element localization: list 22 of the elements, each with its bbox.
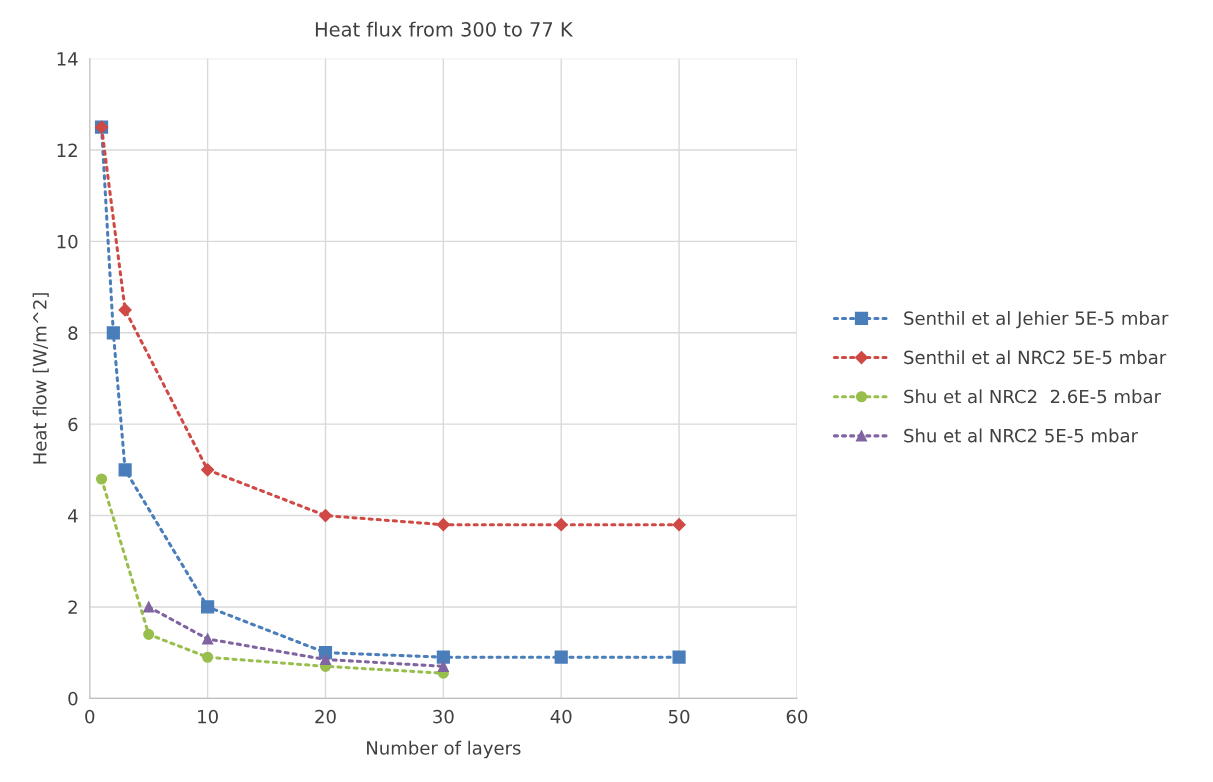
x-tick-label: 50 <box>668 709 690 724</box>
y-tick-label: 8 <box>68 326 78 340</box>
x-tick-label: 20 <box>315 709 336 724</box>
x-tick-label: 0 <box>85 709 95 724</box>
x-tick-label: 60 <box>786 709 808 724</box>
chart-title: Heat flux from 300 to 77 K <box>315 21 574 37</box>
y-tick-label: 10 <box>57 234 78 249</box>
legend-label: Shu et al NRC2 2.6E-5 mbar <box>904 389 1161 404</box>
y-axis-title: Heat flow [W/m^2] <box>32 293 49 464</box>
y-tick-label: 14 <box>57 52 78 66</box>
y-tick-label: 12 <box>57 143 77 157</box>
legend-label: Shu et al NRC2 5E-5 mbar <box>904 428 1139 443</box>
x-axis-title: Number of layers <box>367 740 521 759</box>
y-tick-label: 4 <box>68 509 78 523</box>
y-tick-label: 6 <box>68 417 78 432</box>
legend-label: Senthil et al NRC2 5E-5 mbar <box>904 350 1167 365</box>
y-tick-label: 0 <box>68 691 78 706</box>
y-tick-label: 2 <box>68 600 77 614</box>
x-tick-label: 10 <box>198 709 218 724</box>
x-tick-label: 40 <box>550 709 572 724</box>
x-tick-label: 30 <box>433 709 454 724</box>
legend-label: Senthil et al Jehier 5E-5 mbar <box>904 311 1169 329</box>
